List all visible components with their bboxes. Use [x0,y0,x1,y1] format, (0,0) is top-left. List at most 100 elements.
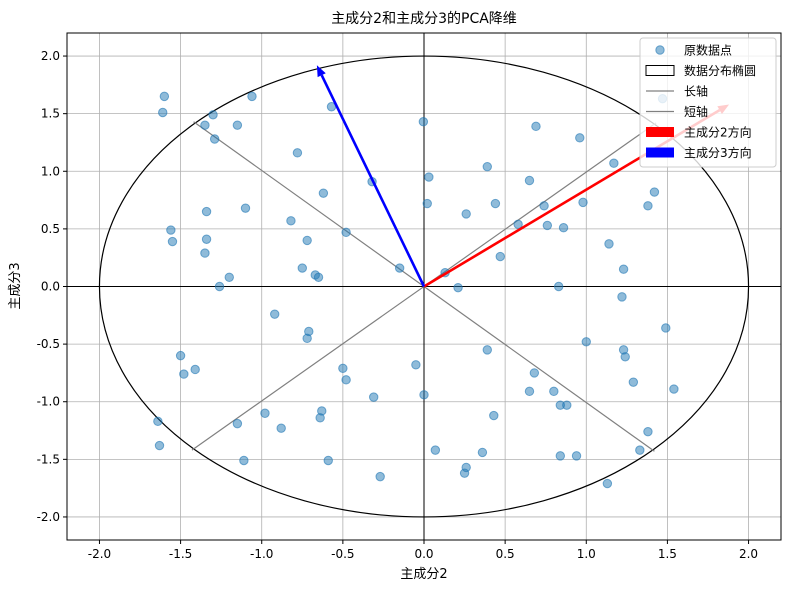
data-point [375,471,385,482]
data-point [368,392,379,402]
y-tick-label: 2.0 [41,49,60,63]
data-point [539,201,549,211]
data-point [338,363,348,374]
y-tick-label: -0.5 [37,337,60,351]
data-point [489,410,499,421]
x-tick-label: 0.0 [414,547,433,561]
data-point [224,272,234,282]
data-point [628,377,639,387]
x-tick-label: 0.5 [496,547,515,561]
data-point [542,220,553,231]
data-point [524,175,535,186]
data-point [549,386,559,397]
data-point [297,263,307,273]
data-point [649,187,660,197]
data-point [524,386,535,397]
data-point [315,413,325,423]
data-point [411,360,421,370]
data-point [529,368,540,378]
legend-label: 主成分2方向 [684,125,752,140]
data-point [341,227,351,238]
plot-clipped-group [98,55,750,518]
data-ellipse [98,55,750,518]
data-point [531,121,541,132]
data-point [292,148,303,158]
data-point [260,408,270,418]
data-point [167,236,178,247]
pc3-direction-arrow-shaft [320,74,426,288]
data-point [553,281,564,292]
data-point [643,426,653,437]
data-point [175,350,186,361]
data-point [313,272,324,282]
y-tick-label: 1.5 [41,107,60,121]
data-point [609,158,619,168]
data-point [201,206,212,217]
data-point [453,282,463,293]
data-point [232,120,243,130]
data-point [482,345,492,355]
data-point [635,445,645,455]
legend-label: 主成分3方向 [684,145,752,160]
x-tick-label: -1.0 [250,547,273,561]
data-point [620,352,630,362]
x-tick-label: 1.5 [658,547,677,561]
data-point [166,225,176,235]
legend-label: 数据分布椭圆 [684,63,756,78]
data-point [617,292,627,302]
data-point [477,447,488,458]
y-tick-label: 0.0 [41,280,60,294]
y-tick-label: -1.5 [37,452,60,466]
y-tick-label: 0.5 [41,222,60,236]
legend-label: 长轴 [684,84,708,99]
data-point [571,451,582,461]
data-point [302,333,312,344]
data-point [461,209,471,219]
data-point [232,418,243,429]
data-point [159,91,170,102]
x-tick-label: 2.0 [739,547,758,561]
data-point [482,161,492,172]
data-point [643,201,653,211]
data-point [214,281,225,292]
data-point [618,264,629,274]
data-point [302,235,312,246]
data-point [240,203,251,213]
chart-title: 主成分2和主成分3的PCA降维 [331,11,517,27]
plot-area: -2.0 -1.5 -1.0 -0.5 0.0 0.5 1.0 1.5 2.0 -2.0 -1.5 -… [37,32,782,561]
data-point [562,400,572,410]
data-point [239,455,249,466]
x-tick-label: 1.0 [577,547,596,561]
y-tick-label: 1.0 [41,164,60,178]
data-point [286,216,296,226]
y-tick-label: -2.0 [37,510,60,524]
data-point [604,239,614,249]
data-point [200,248,210,258]
legend-marker-point [655,45,665,55]
data-point [661,323,671,333]
data-point [418,117,429,127]
data-point [158,107,168,118]
data-point [575,133,585,143]
data-point [581,337,591,347]
data-point [276,423,286,433]
data-point [669,384,679,394]
data-point [341,375,351,385]
data-point [270,309,280,319]
x-tick-label: -0.5 [331,547,354,561]
data-point [323,455,333,466]
data-point [318,188,329,198]
data-point [558,223,569,233]
data-point [578,197,588,208]
data-point [394,263,405,273]
data-point [430,445,441,455]
data-point [602,478,613,489]
data-point [419,390,429,400]
legend-marker-patch [646,127,674,137]
x-tick-label: -1.5 [169,547,192,561]
y-tick-label: -1.0 [37,395,60,409]
data-point [208,110,218,120]
data-point [495,251,505,262]
data-point [190,364,200,375]
